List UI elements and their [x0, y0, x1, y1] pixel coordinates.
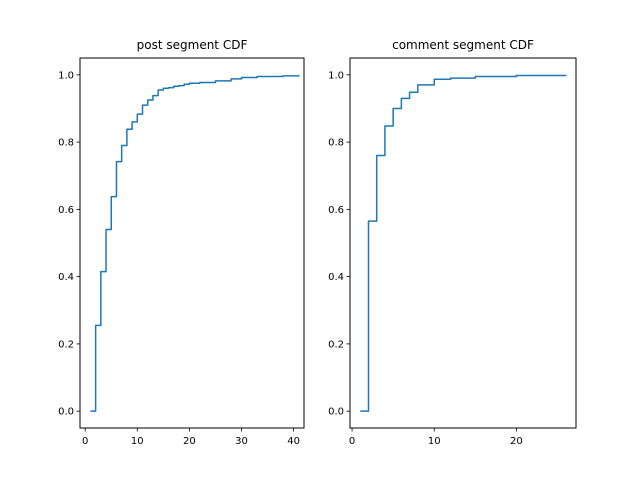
chart-title: comment segment CDF [392, 38, 534, 52]
x-tick-label: 30 [235, 436, 248, 447]
chart-post-segment-cdf: post segment CDF 0 10 20 30 40 0.0 0.2 0.4 0.6 0.… [58, 38, 305, 447]
chart-title: post segment CDF [137, 38, 248, 52]
cdf-line [90, 74, 300, 412]
y-tick-label: 0.6 [328, 205, 344, 216]
axes-frame [349, 57, 577, 429]
x-tick-label: 0 [349, 436, 355, 447]
y-tick-label: 0.8 [328, 138, 344, 149]
y-tick-label: 1.0 [58, 70, 74, 81]
y-tick-label: 0.0 [328, 407, 344, 418]
y-tick-label: 0.6 [58, 205, 74, 216]
y-tick-label: 0.4 [58, 272, 74, 283]
y-tick-label: 0.4 [328, 272, 344, 283]
y-tick-label: 1.0 [328, 70, 344, 81]
y-tick-label: 0.8 [58, 138, 74, 149]
ticks: 0 10 20 30 40 0.0 0.2 0.4 0.6 0.8 1.0 [58, 70, 300, 447]
x-tick-label: 10 [131, 436, 144, 447]
axes-frame [79, 57, 305, 429]
y-tick-label: 0.0 [58, 407, 74, 418]
x-tick-label: 10 [428, 436, 441, 447]
y-tick-label: 0.2 [58, 339, 74, 350]
chart-comment-segment-cdf: comment segment CDF 0 10 20 0.0 0.2 0.4 0.6 0.8… [328, 38, 577, 447]
x-tick-label: 20 [183, 436, 196, 447]
cdf-line [360, 74, 567, 412]
y-tick-label: 0.2 [328, 339, 344, 350]
x-tick-label: 20 [510, 436, 523, 447]
x-tick-label: 0 [82, 436, 88, 447]
ticks: 0 10 20 0.0 0.2 0.4 0.6 0.8 1.0 [328, 70, 523, 447]
x-tick-label: 40 [287, 436, 300, 447]
